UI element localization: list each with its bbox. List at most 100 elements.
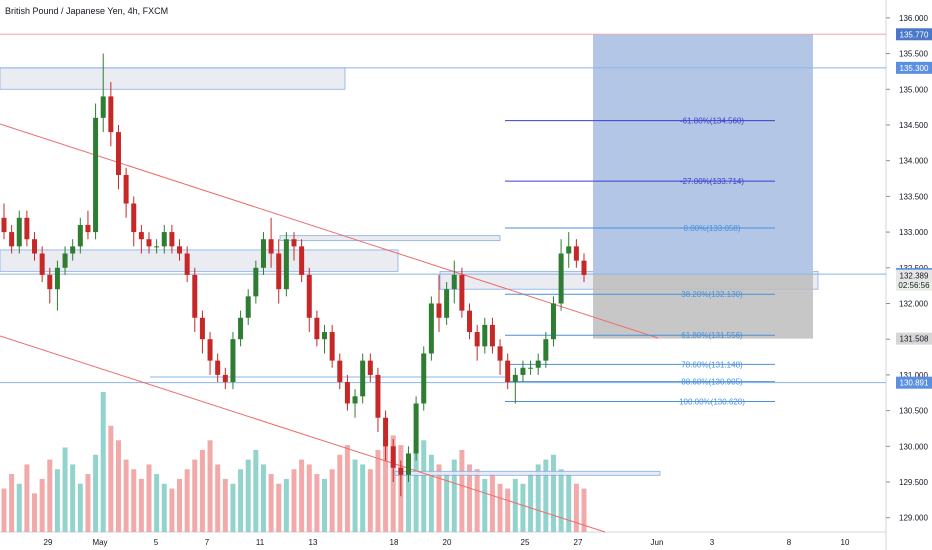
- volume-bar: [131, 469, 137, 532]
- trend-line-lower: [0, 335, 606, 533]
- y-tick-label: 135.000: [899, 85, 928, 94]
- candle-body: [306, 274, 312, 318]
- volume-bar: [39, 478, 45, 532]
- candle-body: [299, 246, 305, 275]
- fib-level-paren-open: (: [710, 177, 713, 186]
- x-tick-label: 20: [443, 538, 452, 547]
- candle-body: [276, 253, 282, 290]
- volume-bar: [459, 449, 465, 532]
- price-label-text: 131.508: [900, 335, 929, 344]
- volume-bar: [9, 474, 15, 532]
- volume-bar: [573, 483, 579, 532]
- candle-body: [375, 374, 381, 418]
- candle-body: [85, 224, 91, 233]
- y-tick-label: 136.000: [899, 14, 928, 23]
- y-tick-label: 134.000: [899, 157, 928, 166]
- fib-level-value: 134.560: [712, 117, 741, 126]
- candle-body: [199, 317, 205, 340]
- candle-body: [344, 382, 350, 404]
- volume-bar: [581, 488, 587, 532]
- volume-bar: [505, 488, 511, 532]
- position-target-zone: [593, 34, 813, 275]
- zone-box: [0, 67, 346, 90]
- fib-level-pct: 38.20%: [681, 290, 708, 299]
- candle-body: [131, 203, 137, 233]
- volume-bar: [70, 464, 76, 532]
- candle-body: [108, 96, 114, 133]
- candle-body: [222, 374, 228, 383]
- trend-channel: [0, 123, 659, 533]
- volume-bar: [383, 440, 389, 532]
- fib-level-value: 131.556: [711, 331, 740, 340]
- volume-bar: [100, 392, 106, 532]
- fib-level-label: 38.20%(132.130): [681, 290, 743, 299]
- volume-bar: [444, 474, 450, 532]
- y-tick-label: 134.500: [899, 121, 928, 130]
- y-tick-label: 130.500: [899, 407, 928, 416]
- candle-body: [192, 274, 198, 318]
- candle-body: [283, 239, 289, 290]
- y-tick-label: 135.500: [899, 50, 928, 59]
- volume-bar: [322, 478, 328, 532]
- volume-bar: [344, 445, 350, 532]
- candle-body: [146, 239, 152, 247]
- fib-level-paren-close: ): [741, 177, 744, 186]
- volume-bar: [329, 469, 335, 532]
- volume-bar: [360, 464, 366, 532]
- volume-bar: [16, 483, 22, 532]
- candle-body: [62, 253, 68, 268]
- candle-body: [535, 360, 541, 368]
- chart-title: British Pound / Japanese Yen, 4h, FXCM: [5, 6, 168, 16]
- volume-bar: [474, 469, 480, 532]
- volume-bar: [32, 493, 38, 532]
- fib-level-pct: 0.00%: [684, 224, 707, 233]
- candle-body: [528, 367, 534, 369]
- time-axis[interactable]: 29 May 5 7 11 13 18 20 25 27 Jun 3 8 10: [44, 538, 850, 547]
- volume-bar: [512, 478, 518, 532]
- y-tick-label: 129.500: [899, 478, 928, 487]
- price-labels: 135.770135.300132.41202:56:56132.389131.…: [896, 28, 932, 389]
- candle-body: [70, 246, 76, 254]
- candle-body: [459, 274, 465, 311]
- volume-bar: [528, 474, 534, 532]
- candle-body: [337, 360, 343, 383]
- position-stop-zone: [593, 274, 813, 339]
- fib-level-paren-open: (: [710, 117, 713, 126]
- candle-body: [383, 417, 389, 447]
- candle-body: [367, 360, 373, 375]
- long-position-tool[interactable]: [593, 34, 813, 339]
- candle-body: [512, 374, 518, 383]
- x-tick-label: 18: [390, 538, 399, 547]
- volume-bar: [207, 440, 213, 532]
- x-tick-label: Jun: [651, 538, 664, 547]
- candle-body: [184, 253, 190, 275]
- volume-bar: [93, 454, 99, 532]
- x-tick-label: 27: [574, 538, 583, 547]
- candle-body: [360, 360, 366, 397]
- price-label-box: [896, 376, 932, 389]
- volume-bar: [138, 478, 144, 532]
- volume-bar: [352, 459, 358, 532]
- volume-bar: [535, 464, 541, 532]
- candle-body: [558, 253, 564, 304]
- candle-body: [489, 324, 495, 347]
- candle-body: [77, 224, 83, 247]
- volume-bar: [405, 459, 411, 532]
- volume-bar: [497, 483, 503, 532]
- candle-body: [413, 403, 419, 454]
- candle-body: [39, 253, 45, 275]
- volume-bar: [390, 435, 396, 532]
- candle-body: [581, 260, 587, 275]
- volume-bar: [222, 478, 228, 532]
- fib-extension[interactable]: -61.80%(134.560)-27.00%(133.714)0.00%(13…: [505, 117, 775, 407]
- candle-body: [421, 353, 427, 404]
- volume-bar: [199, 449, 205, 532]
- candle-body: [451, 274, 457, 290]
- volume-bar: [306, 464, 312, 532]
- candle-body: [573, 246, 579, 261]
- y-tick-label: 130.000: [899, 442, 928, 451]
- candle-body: [115, 132, 121, 175]
- volume-bar: [108, 425, 114, 532]
- candle-body: [390, 446, 396, 468]
